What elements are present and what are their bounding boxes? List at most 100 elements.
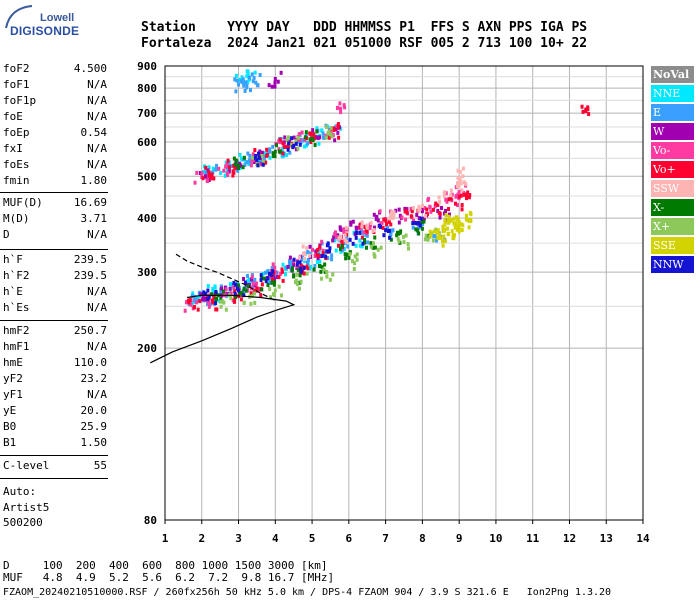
data-point-x: [328, 277, 332, 282]
data-point-nne: [217, 298, 221, 303]
data-point-w: [308, 244, 312, 249]
x-tick-label: 13: [600, 532, 613, 545]
data-point-e: [263, 270, 267, 275]
data-point-nne: [247, 77, 251, 82]
header-row-labels: Station YYYY DAY DDD HHMMSS P1 FFS S AXN…: [141, 20, 588, 35]
data-point-w: [314, 249, 318, 254]
x-tick-label: 4: [272, 532, 279, 545]
param-value: N/A: [87, 388, 107, 401]
data-point-nnw: [320, 253, 324, 258]
data-point-x: [298, 273, 302, 278]
data-point-w: [283, 135, 287, 140]
data-point-vo: [456, 192, 460, 197]
data-point-nne: [283, 272, 287, 277]
data-point-ssw: [392, 213, 396, 218]
data-point-vo: [308, 131, 312, 136]
data-point-x: [402, 240, 406, 245]
data-point-nnw: [386, 229, 390, 234]
data-point-ssw: [421, 203, 425, 208]
data-point-vo: [461, 190, 465, 195]
plot-frame: [164, 65, 644, 521]
data-point-vo: [580, 104, 584, 109]
data-point-ssw: [298, 255, 302, 260]
data-point-vo: [229, 291, 233, 296]
data-point-ssw: [458, 169, 462, 174]
data-point-w: [333, 138, 337, 143]
data-point-sse: [450, 229, 454, 234]
data-point-nnw: [287, 141, 291, 146]
data-point-e: [345, 235, 349, 240]
data-point-e: [330, 257, 334, 262]
data-point-nne: [238, 152, 242, 157]
data-point-vo: [431, 207, 435, 212]
data-point-w: [241, 277, 245, 282]
data-point-ssw: [389, 214, 393, 219]
data-point-w: [417, 216, 421, 221]
data-point-e: [299, 138, 303, 143]
data-point-e: [244, 80, 248, 85]
footer-file-info: FZAOM_20240210510000.RSF / 260fx256h 50 …: [3, 587, 612, 598]
data-point-ssw: [460, 188, 464, 193]
data-point-x: [355, 252, 359, 257]
x-tick-label: 12: [563, 532, 576, 545]
data-point-vo: [264, 160, 268, 165]
data-point-nnw: [358, 230, 362, 235]
data-point-nnw: [255, 158, 259, 163]
data-point-vo: [277, 147, 281, 152]
data-point-ssw: [391, 216, 395, 221]
data-point-x: [272, 292, 276, 297]
data-point-x: [340, 244, 344, 249]
data-point-vo: [256, 286, 260, 291]
param-name: fxI: [3, 142, 23, 155]
data-point-nnw: [328, 249, 332, 254]
data-point-vo: [586, 105, 590, 110]
data-point-vo: [299, 263, 303, 268]
data-point-e: [365, 233, 369, 238]
x-tick-label: 6: [346, 532, 353, 545]
data-point-x: [273, 280, 277, 285]
data-point-vo: [410, 209, 414, 214]
data-point-x: [343, 252, 347, 257]
data-point-nne: [315, 126, 319, 131]
data-point-w: [228, 286, 232, 291]
data-point-sse: [441, 224, 445, 229]
y-tick-label: 80: [144, 514, 157, 527]
data-point-nnw: [259, 273, 263, 278]
data-point-e: [219, 284, 223, 289]
data-point-nnw: [259, 278, 263, 283]
data-point-vo: [387, 219, 391, 224]
data-point-e: [251, 79, 255, 84]
data-point-nne: [363, 232, 367, 237]
data-point-e: [235, 78, 239, 83]
data-point-sse: [443, 222, 447, 227]
data-point-x: [320, 265, 324, 270]
data-point-vo: [255, 281, 259, 286]
data-point-vo: [434, 201, 438, 206]
data-point-e: [248, 75, 252, 80]
data-point-vo: [368, 226, 372, 231]
data-point-vo: [384, 222, 388, 227]
data-point-nnw: [411, 221, 415, 226]
data-point-x: [389, 237, 393, 242]
data-point-vo: [445, 199, 449, 204]
data-point-e: [326, 255, 330, 260]
data-point-vo: [253, 288, 257, 293]
data-point-x: [311, 138, 315, 143]
data-point-x: [234, 294, 238, 299]
data-point-w: [398, 213, 402, 218]
data-point-e: [214, 167, 218, 172]
param-name: hmF2: [3, 324, 30, 337]
data-point-e: [299, 257, 303, 262]
param-value: 55: [93, 459, 107, 472]
data-point-x: [268, 286, 272, 291]
data-point-sse: [438, 234, 442, 239]
data-point-vo: [460, 203, 464, 208]
data-point-x: [251, 155, 255, 160]
data-point-nnw: [214, 290, 218, 295]
data-point-x: [263, 276, 267, 281]
data-point-sse: [460, 228, 464, 233]
data-point-x: [269, 295, 273, 300]
data-point-vo: [321, 248, 325, 253]
data-point-nnw: [325, 243, 329, 248]
data-point-vo: [457, 189, 461, 194]
